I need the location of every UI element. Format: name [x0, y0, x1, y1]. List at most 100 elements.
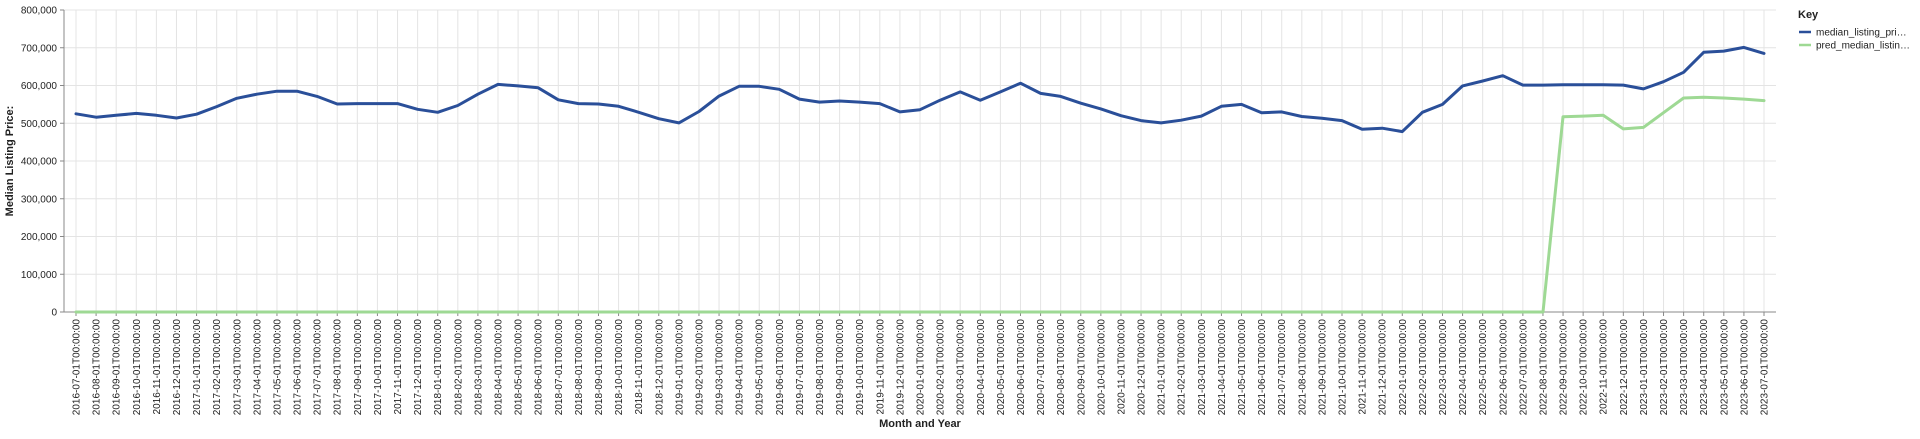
x-tick-label: 2020-11-01T00:00:00	[1116, 319, 1127, 415]
legend-title: Key	[1798, 9, 1819, 21]
x-tick-label: 2016-07-01T00:00:00	[72, 319, 83, 416]
x-tick-label: 2022-02-01T00:00:00	[1418, 319, 1429, 416]
x-tick-label: 2018-01-01T00:00:00	[433, 319, 444, 416]
x-tick-label: 2018-05-01T00:00:00	[514, 319, 525, 416]
x-tick-label: 2021-04-01T00:00:00	[1217, 319, 1228, 416]
x-tick-label: 2022-09-01T00:00:00	[1559, 319, 1570, 416]
x-tick-label: 2021-02-01T00:00:00	[1177, 319, 1188, 416]
legend: Key median_listing_pri… pred_median_listi…	[1798, 9, 1910, 52]
y-tick-label: 500,000	[21, 119, 58, 130]
x-tick-label: 2023-01-01T00:00:00	[1639, 319, 1650, 416]
x-tick-label: 2017-10-01T00:00:00	[373, 319, 384, 416]
x-tick-label: 2021-09-01T00:00:00	[1317, 319, 1328, 416]
y-tick-label: 400,000	[21, 157, 58, 168]
x-tick-label: 2021-10-01T00:00:00	[1338, 319, 1349, 416]
x-tick-label: 2020-09-01T00:00:00	[1076, 319, 1087, 416]
x-tick-label: 2020-03-01T00:00:00	[956, 319, 967, 416]
x-tick-label: 2021-07-01T00:00:00	[1277, 319, 1288, 416]
x-tick-label: 2022-06-01T00:00:00	[1498, 319, 1509, 416]
x-tick-label: 2022-05-01T00:00:00	[1478, 319, 1489, 416]
x-tick-label: 2018-08-01T00:00:00	[574, 319, 585, 416]
x-tick-label: 2023-05-01T00:00:00	[1719, 319, 1730, 416]
x-tick-label: 2016-08-01T00:00:00	[92, 319, 103, 416]
x-tick-label: 2019-10-01T00:00:00	[855, 319, 866, 416]
x-tick-label: 2018-02-01T00:00:00	[453, 319, 464, 416]
x-tick-label: 2020-10-01T00:00:00	[1096, 319, 1107, 416]
x-tick-label: 2018-09-01T00:00:00	[594, 319, 605, 416]
series-line-median-listing-pri	[74, 45, 1766, 134]
x-tick-label: 2018-12-01T00:00:00	[654, 319, 665, 416]
x-tick-label: 2019-01-01T00:00:00	[674, 319, 685, 416]
y-tick-label: 100,000	[21, 270, 58, 281]
y-axis-title: Median Listing Price:	[4, 106, 16, 217]
x-tick-label: 2020-06-01T00:00:00	[1016, 319, 1027, 416]
x-tick-label: 2018-10-01T00:00:00	[614, 319, 625, 416]
x-tick-label: 2017-05-01T00:00:00	[272, 319, 283, 416]
x-tick-label: 2018-07-01T00:00:00	[554, 319, 565, 416]
x-tick-label: 2018-03-01T00:00:00	[473, 319, 484, 416]
x-tick-label: 2019-12-01T00:00:00	[895, 319, 906, 416]
x-tick-label: 2019-02-01T00:00:00	[694, 319, 705, 416]
x-tick-label: 2020-08-01T00:00:00	[1056, 319, 1067, 416]
x-tick-label: 2021-03-01T00:00:00	[1197, 319, 1208, 416]
x-tick-label: 2022-08-01T00:00:00	[1538, 319, 1549, 416]
y-tick-label: 800,000	[21, 6, 58, 17]
x-tick-label: 2021-05-01T00:00:00	[1237, 319, 1248, 416]
legend-label: pred_median_listin…	[1816, 41, 1910, 52]
x-tick-label: 2019-03-01T00:00:00	[715, 319, 726, 416]
legend-items: median_listing_pri… pred_median_listin…	[1799, 28, 1910, 52]
x-tick-label: 2022-04-01T00:00:00	[1458, 319, 1469, 416]
x-tick-label: 2023-07-01T00:00:00	[1760, 319, 1771, 416]
x-tick-label: 2016-12-01T00:00:00	[172, 319, 183, 416]
x-tick-label: 2020-05-01T00:00:00	[996, 319, 1007, 416]
x-tick-label: 2020-04-01T00:00:00	[976, 319, 987, 416]
x-tick-label: 2019-06-01T00:00:00	[775, 319, 786, 416]
x-tick-label: 2022-12-01T00:00:00	[1619, 319, 1630, 416]
y-tick-label: 300,000	[21, 194, 58, 205]
legend-label: median_listing_pri…	[1816, 28, 1907, 39]
x-tick-label: 2020-01-01T00:00:00	[916, 319, 927, 416]
x-tick-label: 2022-01-01T00:00:00	[1398, 319, 1409, 416]
x-tick-label: 2016-11-01T00:00:00	[152, 319, 163, 415]
x-tick-label: 2019-08-01T00:00:00	[815, 319, 826, 416]
x-tick-label: 2016-10-01T00:00:00	[132, 319, 143, 416]
x-tick-label: 2022-10-01T00:00:00	[1579, 319, 1590, 416]
x-tick-label: 2018-11-01T00:00:00	[634, 319, 645, 415]
x-tick-label: 2023-03-01T00:00:00	[1679, 319, 1690, 416]
x-tick-label: 2023-06-01T00:00:00	[1739, 319, 1750, 416]
x-tick-label: 2016-09-01T00:00:00	[112, 319, 123, 416]
x-tick-label: 2019-07-01T00:00:00	[795, 319, 806, 416]
series-lines	[74, 45, 1766, 314]
x-tick-label: 2022-07-01T00:00:00	[1518, 319, 1529, 416]
x-tick-label: 2021-01-01T00:00:00	[1157, 319, 1168, 416]
y-tick-labels: 0 100,000 200,000 300,000 400,000 500,000 600,…	[21, 6, 58, 319]
x-tick-labels: 2016-07-01T00:00:00 2016-08-01T00:00:00 20…	[72, 319, 1771, 416]
series-line-pred-median-listin	[74, 95, 1766, 314]
x-tick-label: 2022-03-01T00:00:00	[1438, 319, 1449, 416]
x-tick-label: 2023-04-01T00:00:00	[1699, 319, 1710, 416]
x-tick-label: 2019-09-01T00:00:00	[835, 319, 846, 416]
y-tick-label: 600,000	[21, 81, 58, 92]
y-tick-label: 200,000	[21, 232, 58, 243]
x-tick-label: 2021-08-01T00:00:00	[1297, 319, 1308, 416]
x-tick-label: 2020-07-01T00:00:00	[1036, 319, 1047, 416]
x-tick-label: 2021-06-01T00:00:00	[1257, 319, 1268, 416]
x-tick-label: 2017-03-01T00:00:00	[232, 319, 243, 416]
y-tick-label: 700,000	[21, 43, 58, 54]
x-tick-label: 2017-06-01T00:00:00	[293, 319, 304, 416]
y-tick-label: 0	[51, 308, 57, 319]
x-tick-label: 2017-02-01T00:00:00	[212, 319, 223, 416]
x-tick-label: 2020-02-01T00:00:00	[936, 319, 947, 416]
x-tick-label: 2018-06-01T00:00:00	[534, 319, 545, 416]
x-tick-label: 2022-11-01T00:00:00	[1599, 319, 1610, 415]
x-tick-label: 2017-07-01T00:00:00	[313, 319, 324, 416]
x-tick-label: 2023-02-01T00:00:00	[1659, 319, 1670, 416]
x-tick-label: 2017-11-01T00:00:00	[393, 319, 404, 415]
x-tick-label: 2019-11-01T00:00:00	[875, 319, 886, 415]
x-tick-label: 2019-05-01T00:00:00	[755, 319, 766, 416]
x-tick-label: 2017-01-01T00:00:00	[192, 319, 203, 416]
x-tick-label: 2019-04-01T00:00:00	[735, 319, 746, 416]
x-tick-label: 2017-04-01T00:00:00	[252, 319, 263, 416]
x-tick-label: 2017-08-01T00:00:00	[333, 319, 344, 416]
